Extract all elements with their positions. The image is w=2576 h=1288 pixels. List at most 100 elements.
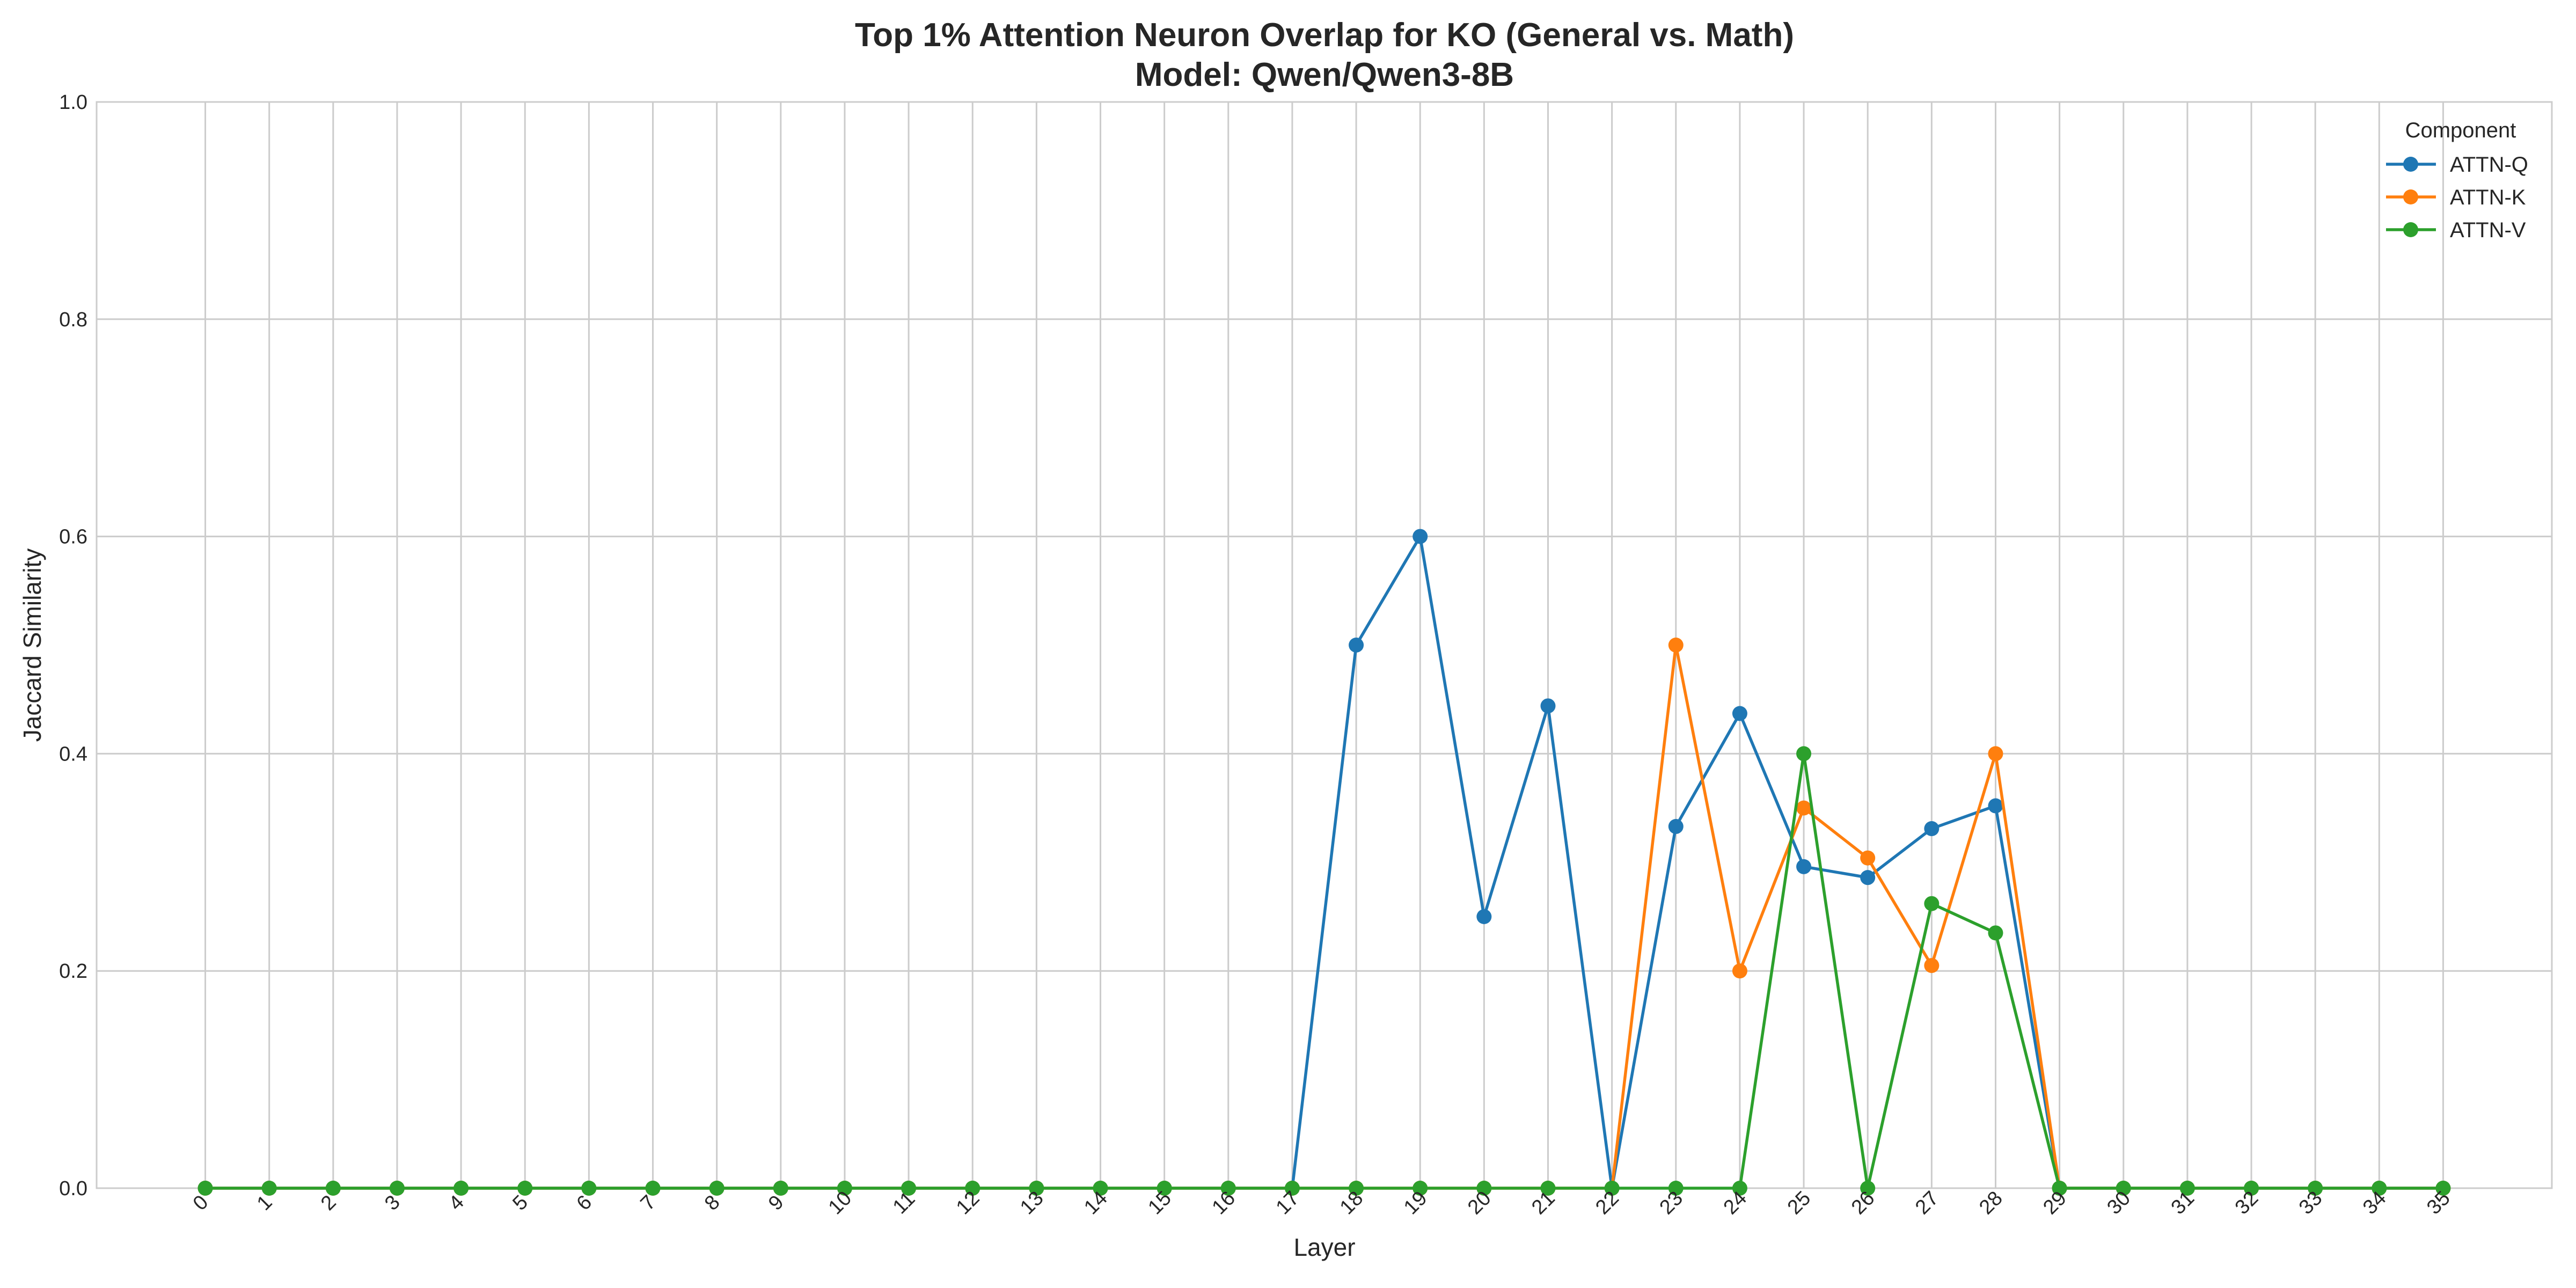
series-line-attn-v <box>205 752 2443 1190</box>
series-attn-v <box>197 746 2451 1196</box>
x-tick-label: 10 <box>824 1187 857 1219</box>
data-point-attn-v <box>1668 1181 1684 1196</box>
x-tick-label: 35 <box>2423 1187 2455 1219</box>
data-point-attn-v <box>581 1181 597 1196</box>
legend-swatch-marker <box>2403 189 2418 204</box>
data-point-attn-q <box>1796 859 1812 874</box>
data-point-attn-v <box>1924 896 1940 911</box>
data-point-attn-v <box>1732 1181 1747 1196</box>
x-tick-label: 15 <box>1144 1187 1176 1219</box>
x-tick-label: 24 <box>1719 1187 1752 1219</box>
data-point-attn-v <box>2308 1181 2323 1196</box>
x-tick-label: 32 <box>2231 1187 2263 1219</box>
legend-swatch-marker <box>2403 222 2418 237</box>
data-point-attn-q <box>1540 698 1556 714</box>
x-tick-label: 31 <box>2167 1187 2199 1219</box>
y-tick-label: 0.6 <box>59 526 87 548</box>
data-point-attn-v <box>1220 1181 1236 1196</box>
legend-title: Component <box>2405 119 2516 142</box>
data-point-attn-v <box>1029 1181 1044 1196</box>
data-point-attn-v <box>517 1181 533 1196</box>
data-point-attn-v <box>901 1181 917 1196</box>
data-point-attn-v <box>1349 1181 1364 1196</box>
data-point-attn-v <box>1413 1181 1428 1196</box>
legend-label: ATTN-V <box>2450 218 2526 242</box>
x-tick-label: 25 <box>1783 1187 1816 1219</box>
data-point-attn-k <box>1668 638 1684 653</box>
data-point-attn-v <box>2372 1181 2387 1196</box>
legend-swatch-marker <box>2403 157 2418 172</box>
data-point-attn-v <box>709 1181 724 1196</box>
y-tick-label: 0.0 <box>59 1177 87 1200</box>
data-point-attn-v <box>261 1181 277 1196</box>
x-tick-label: 19 <box>1400 1187 1432 1219</box>
x-tick-label: 22 <box>1591 1187 1623 1219</box>
x-tick-label: 20 <box>1463 1187 1496 1219</box>
data-point-attn-v <box>837 1181 852 1196</box>
x-tick-label: 30 <box>2103 1187 2135 1219</box>
x-tick-label: 18 <box>1336 1187 1368 1219</box>
data-point-attn-v <box>1540 1181 1556 1196</box>
series-attn-q <box>197 529 2451 1196</box>
data-point-attn-q <box>1476 909 1492 924</box>
x-tick-label: 14 <box>1080 1187 1112 1219</box>
chart-title-line1: Top 1% Attention Neuron Overlap for KO (… <box>855 17 1794 54</box>
data-point-attn-v <box>1476 1181 1492 1196</box>
data-point-attn-v <box>965 1181 980 1196</box>
data-point-attn-v <box>1284 1181 1300 1196</box>
chart-title-line2: Model: Qwen/Qwen3-8B <box>1135 56 1514 93</box>
legend-label: ATTN-Q <box>2450 153 2528 177</box>
x-tick-label: 23 <box>1655 1187 1687 1219</box>
data-point-attn-v <box>2244 1181 2259 1196</box>
x-tick-label: 21 <box>1527 1187 1560 1219</box>
legend-item-attn-k: ATTN-K <box>2386 186 2526 209</box>
data-point-attn-q <box>1988 798 2003 814</box>
legend: Component ATTN-Q ATTN-K ATTN-V <box>2386 119 2528 242</box>
data-point-attn-v <box>773 1181 788 1196</box>
x-tick-label: 12 <box>952 1187 984 1219</box>
x-tick-label: 16 <box>1208 1187 1240 1219</box>
y-tick-label: 0.4 <box>59 743 87 765</box>
data-point-attn-q <box>1924 821 1940 837</box>
data-point-attn-v <box>2052 1181 2067 1196</box>
data-point-attn-v <box>1604 1181 1620 1196</box>
legend-item-attn-q: ATTN-Q <box>2386 153 2528 177</box>
y-tick-label: 0.2 <box>59 960 87 983</box>
x-tick-label: 27 <box>1911 1187 1943 1219</box>
legend-label: ATTN-K <box>2450 186 2526 209</box>
data-point-attn-v <box>645 1181 661 1196</box>
data-point-attn-q <box>1668 819 1684 835</box>
x-tick-label: 26 <box>1847 1187 1879 1219</box>
data-point-attn-q <box>1349 638 1364 653</box>
data-point-attn-v <box>453 1181 469 1196</box>
data-point-attn-v <box>1157 1181 1172 1196</box>
data-point-attn-v <box>1988 925 2003 941</box>
y-axis-ticks: 0.0 0.2 0.4 0.6 0.8 1.0 <box>59 91 87 1200</box>
data-point-attn-v <box>325 1181 341 1196</box>
data-point-attn-k <box>1924 958 1940 974</box>
x-tick-label: 29 <box>2039 1187 2071 1219</box>
x-tick-label: 33 <box>2295 1187 2327 1219</box>
data-point-attn-k <box>1796 800 1812 816</box>
x-tick-label: 13 <box>1016 1187 1048 1219</box>
data-point-attn-v <box>1796 746 1812 762</box>
data-point-attn-v <box>197 1181 213 1196</box>
grid <box>97 101 2552 1189</box>
y-tick-label: 1.0 <box>59 91 87 114</box>
data-point-attn-q <box>1413 529 1428 544</box>
x-tick-label: 28 <box>1975 1187 2007 1219</box>
x-axis-label: Layer <box>1293 1233 1355 1261</box>
x-tick-label: 34 <box>2359 1187 2391 1219</box>
data-point-attn-q <box>1860 870 1876 885</box>
y-axis-label: Jaccard Similarity <box>18 548 46 742</box>
x-tick-label: 17 <box>1272 1187 1304 1219</box>
y-tick-label: 0.8 <box>59 309 87 331</box>
data-point-attn-k <box>1988 746 2003 762</box>
series-line-attn-q <box>205 535 2443 1190</box>
data-point-attn-v <box>2116 1181 2131 1196</box>
data-point-attn-v <box>1860 1181 1876 1196</box>
data-point-attn-v <box>389 1181 405 1196</box>
data-point-attn-v <box>2435 1181 2451 1196</box>
